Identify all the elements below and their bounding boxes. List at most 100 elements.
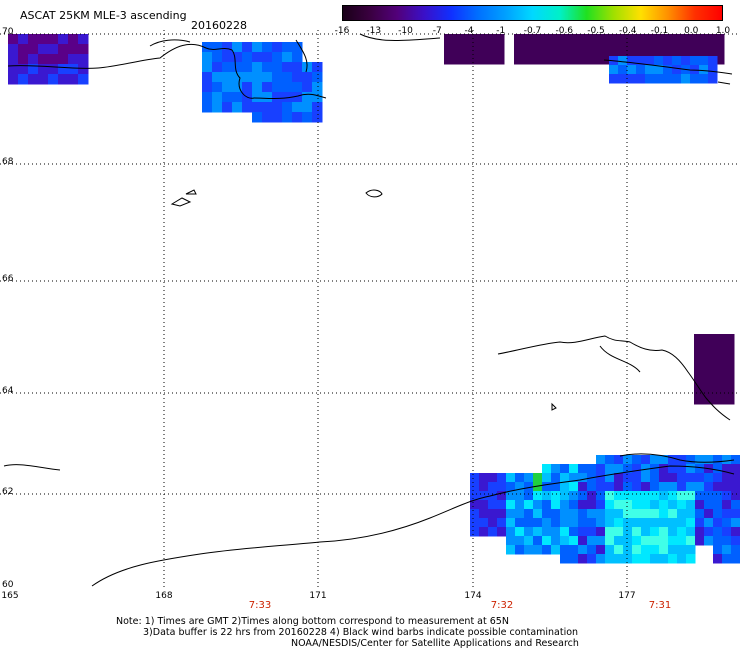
data-cell (627, 56, 637, 66)
lat-label-68: 68 (2, 157, 14, 167)
data-cell (659, 464, 669, 474)
data-cell (663, 65, 673, 75)
data-cell (636, 65, 646, 75)
data-cell (202, 62, 213, 73)
data-cell (627, 74, 637, 84)
data-cell (578, 500, 588, 510)
data-cell (659, 491, 669, 501)
data-cell (574, 44, 585, 55)
data-cell (232, 92, 243, 103)
data-cell (724, 394, 735, 405)
data-cell (560, 527, 570, 537)
data-cell (488, 500, 498, 510)
data-cell (695, 482, 705, 492)
data-cell (564, 44, 575, 55)
data-cell (623, 527, 633, 537)
data-cell (212, 42, 223, 53)
data-cell (654, 65, 664, 75)
coastline-segment (149, 39, 191, 47)
data-cell (596, 509, 606, 519)
data-cell (672, 65, 682, 75)
data-cell (494, 44, 505, 55)
data-cell (232, 62, 243, 73)
data-cell (731, 554, 740, 564)
data-cell (704, 374, 715, 385)
data-cell (212, 72, 223, 83)
data-cell (18, 54, 29, 65)
data-cell (695, 473, 705, 483)
data-cell (58, 34, 69, 45)
data-cell (262, 52, 273, 63)
data-cell (694, 394, 705, 405)
data-cell (632, 545, 642, 555)
data-cell (470, 527, 480, 537)
data-cell (232, 102, 243, 113)
data-cell (497, 500, 507, 510)
data-cell (668, 545, 678, 555)
data-cell (18, 74, 29, 85)
data-cell (272, 62, 283, 73)
data-cell (515, 518, 525, 528)
data-cell (644, 44, 655, 55)
data-cell (18, 44, 29, 55)
colorbar-label: -16 (334, 26, 350, 36)
data-cell (506, 518, 516, 528)
data-cell (596, 455, 606, 465)
data-cell (594, 54, 605, 65)
data-cell (569, 527, 579, 537)
data-cell (222, 72, 233, 83)
data-cell (569, 509, 579, 519)
data-cell (542, 491, 552, 501)
data-cell (68, 64, 79, 75)
data-cell (668, 536, 678, 546)
data-cell (534, 54, 545, 65)
lat-label-64: 64 (2, 386, 14, 396)
data-cell (515, 536, 525, 546)
data-cell (474, 34, 485, 45)
data-cell (587, 464, 597, 474)
data-cell (632, 482, 642, 492)
data-cell (312, 62, 323, 73)
data-cell (659, 509, 669, 519)
data-cell (68, 34, 79, 45)
data-cell (68, 74, 79, 85)
data-cell (584, 44, 595, 55)
data-cell (614, 545, 624, 555)
data-cell (659, 527, 669, 537)
data-cell (534, 44, 545, 55)
data-cell (704, 44, 715, 55)
data-cell (654, 74, 664, 84)
data-cell (554, 34, 565, 45)
data-cell (544, 44, 555, 55)
data-cell (454, 34, 465, 45)
data-cell (78, 34, 89, 45)
data-cell (674, 34, 685, 45)
data-cell (262, 102, 273, 113)
data-cell (668, 464, 678, 474)
data-cell (713, 482, 723, 492)
data-cell (623, 500, 633, 510)
data-cell (722, 509, 732, 519)
data-cell (641, 536, 651, 546)
data-cell (704, 364, 715, 375)
data-cell (659, 536, 669, 546)
data-cell (494, 54, 505, 65)
data-cell (713, 464, 723, 474)
data-cell (650, 464, 660, 474)
data-cell (202, 42, 213, 53)
data-cell (68, 44, 79, 55)
data-cell (722, 500, 732, 510)
data-cell (272, 52, 283, 63)
data-cell (694, 44, 705, 55)
data-cell (684, 44, 695, 55)
colorbar-label: -4 (464, 26, 474, 36)
data-cell (551, 509, 561, 519)
data-cell (569, 518, 579, 528)
data-cell (68, 54, 79, 65)
data-cell (48, 64, 59, 75)
data-cell (596, 473, 606, 483)
data-cell (686, 545, 696, 555)
data-cell (587, 554, 597, 564)
data-cell (659, 500, 669, 510)
coastline-segment (185, 189, 197, 195)
